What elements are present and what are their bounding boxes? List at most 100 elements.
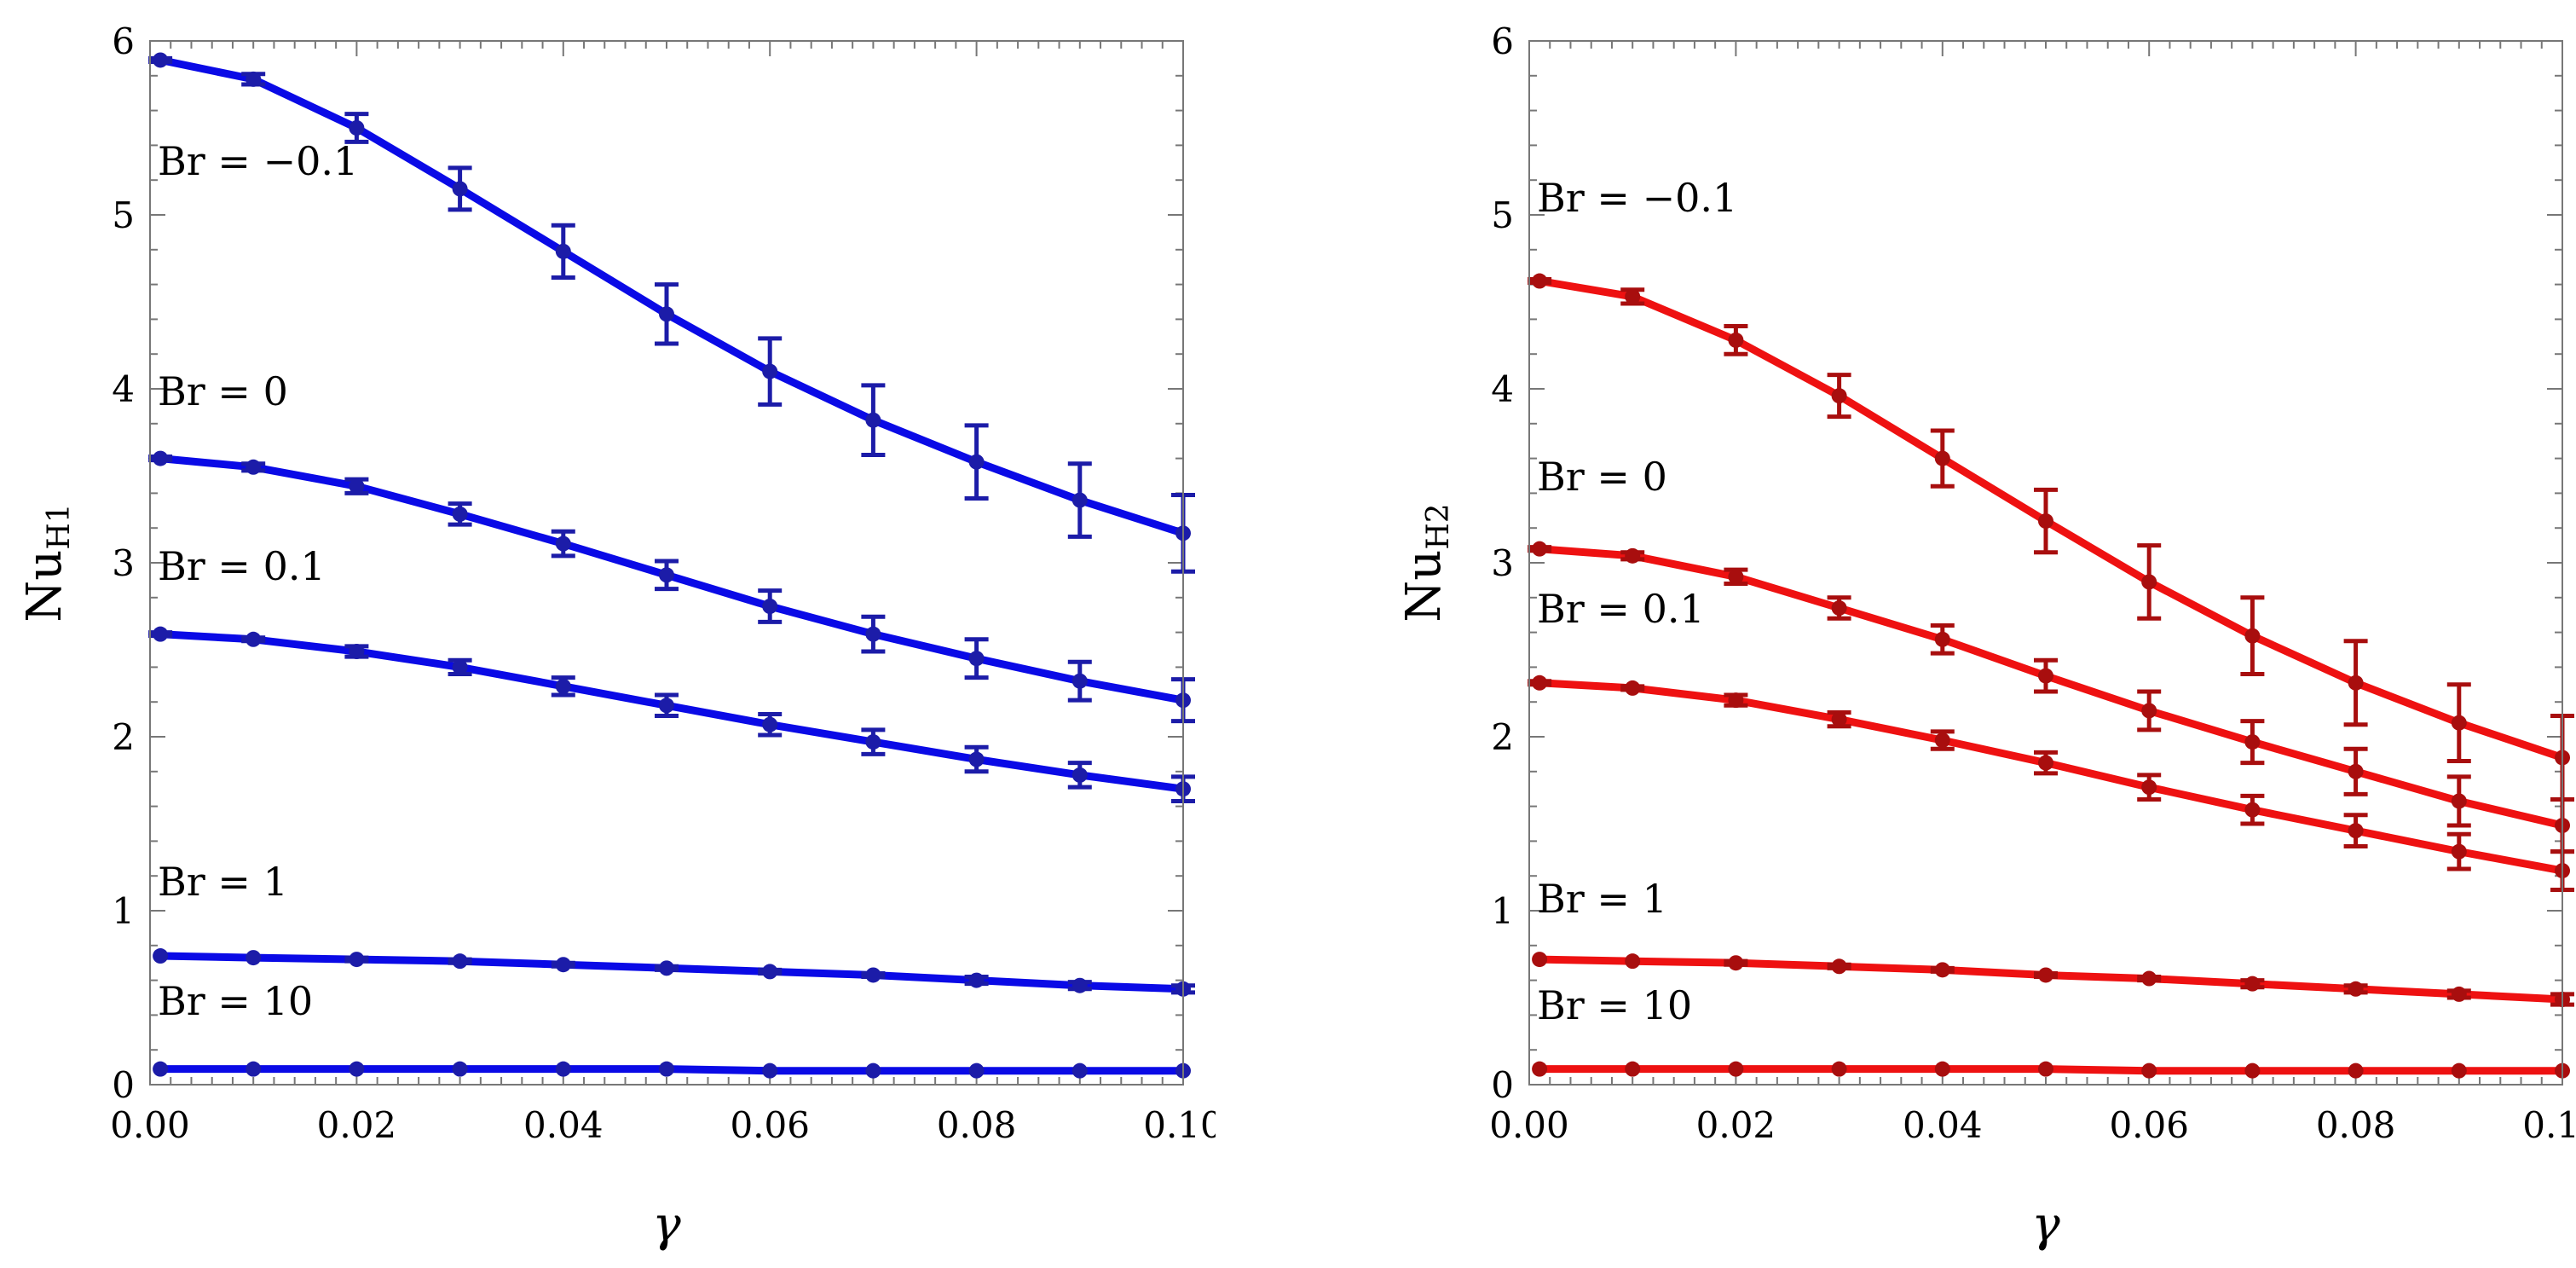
data-point [2141,703,2157,719]
y-axis-label-main: Nu [17,550,72,622]
data-point [153,52,169,68]
chart-nu-h1: 0.00 0.02 0.04 0.06 0.08 0.10 0 1 2 3 4 5 6 Br = −0.… [17,20,1216,1253]
data-point [1934,732,1950,749]
data-point [349,952,365,968]
data-point [762,1062,778,1079]
series-line [156,630,1187,793]
x-tick-label: 0.04 [1903,1104,1983,1146]
data-point [452,659,468,675]
data-point [1934,1061,1950,1077]
data-point [153,948,169,964]
data-point [153,626,169,642]
data-point [762,363,778,379]
series-label: Br = 0 [158,368,288,414]
data-point [1071,767,1088,783]
y-tick-label: 5 [1491,194,1514,236]
data-point [349,644,365,660]
data-point [2141,1062,2157,1079]
x-tick-label: 0.08 [2316,1104,2396,1146]
data-point [2141,574,2157,590]
data-point [245,71,262,87]
data-point [452,1061,468,1077]
series-label: Br = 1 [1537,876,1667,922]
data-point [2451,793,2467,809]
data-point [1831,600,1847,617]
y-axis-label: NuH1 [17,503,77,622]
data-point [1071,977,1088,993]
data-point [1532,1061,1548,1077]
data-point [762,964,778,980]
data-point [1831,1061,1847,1077]
y-tick-label: 1 [112,890,135,932]
x-tick-label: 0.06 [730,1104,810,1146]
data-point [1934,962,1950,978]
series-label: Br = 1 [158,859,288,905]
data-point [555,1061,571,1077]
data-point [2348,763,2364,779]
y-tick-label: 4 [1491,368,1514,410]
x-tick-label: 0.02 [1696,1104,1776,1146]
series-label: Br = 0.1 [1537,586,1705,632]
series-label: Br = 10 [158,978,313,1024]
data-point [555,678,571,694]
data-point [2038,967,2053,983]
data-point [762,716,778,732]
x-axis-label: γ [2031,1197,2060,1253]
data-point [2141,970,2157,987]
data-point [865,1062,881,1079]
data-point [452,181,468,197]
data-point [1625,953,1641,970]
data-point [2348,1062,2364,1079]
data-markers [1532,273,2570,1079]
y-axis-label-sub: H2 [1421,503,1456,549]
y-axis-label-sub: H1 [42,503,77,549]
y-tick-label: 6 [112,20,135,62]
x-tick-label: 0.08 [937,1104,1017,1146]
data-point [1532,675,1548,691]
series-line [156,55,1187,537]
data-point [1728,692,1744,709]
data-point [1071,1062,1088,1079]
series-line [1535,679,2567,875]
data-point [349,120,365,136]
data-point [2244,1062,2261,1079]
data-point [1831,711,1847,727]
x-tick-label: 0.10 [1143,1104,1216,1146]
data-point [555,243,571,259]
data-point [2244,976,2261,992]
data-point [2348,981,2364,997]
data-point [245,1061,262,1077]
y-tick-label: 0 [1491,1064,1514,1106]
data-markers [153,52,1191,1079]
y-tick-label: 2 [1491,716,1514,758]
data-point [1831,388,1847,404]
data-point [762,599,778,614]
data-point [1728,955,1744,971]
series-label: Br = 10 [1537,982,1692,1028]
data-point [968,751,985,767]
data-point [1728,569,1744,585]
data-point [1934,450,1950,466]
data-point [968,1062,985,1079]
y-tick-label: 6 [1491,20,1514,62]
series-label: Br = 0 [1537,454,1667,500]
data-point [555,536,571,552]
data-point [659,698,674,714]
data-point [1625,680,1641,696]
data-point [659,960,674,976]
data-point [968,651,985,667]
data-point [555,957,571,973]
data-point [2038,513,2053,530]
data-point [1071,492,1088,508]
x-tick-label: 0.00 [1489,1104,1569,1146]
data-point [1625,1061,1641,1077]
x-tick-label: 0.02 [317,1104,397,1146]
y-tick-label: 5 [112,194,135,236]
data-point [1831,958,1847,975]
data-point [452,953,468,970]
data-point [2141,779,2157,796]
x-tick-label: 0.10 [2522,1104,2576,1146]
x-tick-label: 0.06 [2109,1104,2189,1146]
data-point [2348,823,2364,839]
x-axis-label: γ [652,1197,681,1253]
